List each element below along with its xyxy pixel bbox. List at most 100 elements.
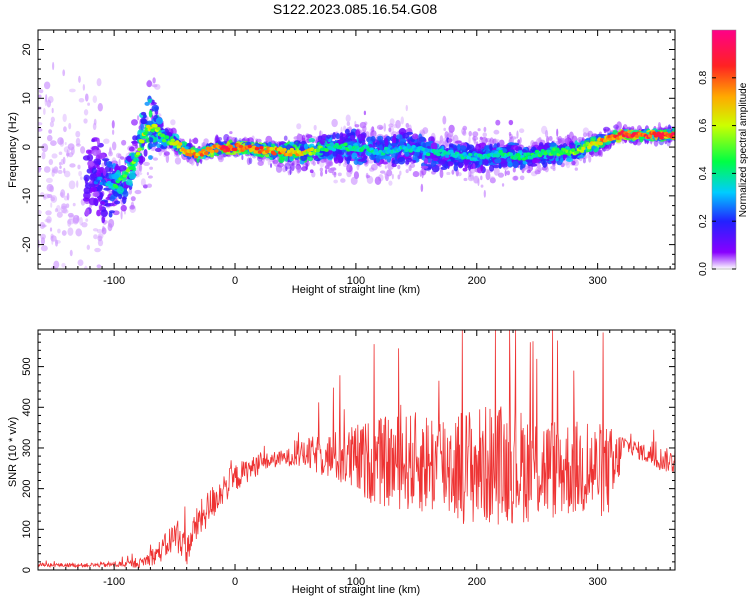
spectrogram-cell bbox=[383, 122, 387, 132]
spectrogram-cell bbox=[546, 135, 550, 145]
spectrogram-cell bbox=[319, 159, 325, 168]
spectrogram-cell bbox=[277, 162, 285, 168]
spectrogram-cell bbox=[472, 135, 476, 142]
spectrogram-cell bbox=[84, 93, 89, 102]
spectrogram-cell bbox=[396, 134, 403, 140]
spectrogram-cell bbox=[217, 155, 224, 163]
snr-x-tick-label: -100 bbox=[103, 576, 125, 588]
spectrogram-cell bbox=[56, 211, 63, 218]
spectrogram-cell bbox=[174, 152, 180, 158]
spectrogram-cell bbox=[92, 191, 100, 198]
spectrogram-cell bbox=[97, 184, 103, 192]
snr-x-tick-label: 300 bbox=[588, 576, 606, 588]
spectrogram-cell bbox=[463, 177, 468, 182]
spectrogram-cell bbox=[203, 138, 209, 145]
colorbar-tick-label: 0.4 bbox=[698, 166, 709, 180]
spectrogram-cell bbox=[451, 169, 455, 175]
spectrogram-cell bbox=[506, 170, 510, 176]
spectrogram-cell bbox=[59, 165, 62, 169]
spectrogram-cell bbox=[108, 211, 113, 218]
spectrogram-cell bbox=[174, 157, 182, 165]
spectrogram-cell bbox=[376, 124, 384, 130]
spectrogram-cell bbox=[67, 227, 74, 236]
spectrogram-cell bbox=[397, 156, 406, 165]
spectrogram-cell bbox=[130, 152, 135, 160]
spectrogram-ridge-cell bbox=[444, 154, 450, 158]
spectrogram-ridge-cell bbox=[324, 148, 329, 152]
spectrogram-x-label: Height of straight line (km) bbox=[292, 284, 420, 296]
spectrogram-cell bbox=[79, 217, 83, 226]
spectrogram-cell bbox=[442, 115, 447, 125]
spectrogram-cell bbox=[565, 158, 574, 162]
spectrogram-cell bbox=[146, 183, 153, 188]
spectrogram-cell bbox=[109, 196, 115, 202]
spectrogram-cell bbox=[50, 196, 56, 202]
spectrogram-cell bbox=[280, 156, 285, 161]
spectrogram-cell bbox=[54, 239, 61, 244]
spectrogram-cell bbox=[363, 110, 367, 116]
spectrogram-cell bbox=[305, 162, 309, 171]
spectrogram-cell bbox=[507, 161, 513, 168]
spectrogram-ridge-cell bbox=[143, 131, 148, 136]
spectrogram-cell bbox=[96, 209, 102, 217]
spectrogram-ridge-cell bbox=[546, 149, 551, 154]
spectrogram-cell bbox=[83, 265, 88, 269]
spectrogram-cell bbox=[400, 116, 404, 125]
spectrogram-cell bbox=[571, 160, 576, 166]
spectrogram-cell bbox=[582, 132, 587, 138]
spectrogram-ridge-cell bbox=[407, 145, 412, 149]
spectrogram-cell bbox=[63, 195, 69, 201]
spectrogram-cell bbox=[388, 127, 392, 133]
spectrogram-cell bbox=[331, 118, 338, 128]
spectrogram-cell bbox=[115, 152, 122, 159]
colorbar-frame bbox=[711, 29, 737, 270]
snr-y-tick-label: 100 bbox=[21, 520, 33, 538]
spectrogram-cell bbox=[51, 107, 54, 114]
spectrogram-cell bbox=[130, 196, 136, 202]
spectrogram-ridge-cell bbox=[508, 152, 514, 156]
spectrogram-cell bbox=[61, 203, 67, 210]
spectrogram-cell bbox=[395, 119, 401, 129]
spectrogram-cell bbox=[392, 133, 397, 138]
spectrogram-cell bbox=[46, 215, 52, 224]
spectrogram-cell bbox=[147, 175, 153, 179]
spectrogram-cell bbox=[536, 146, 545, 150]
spectrogram-cell bbox=[530, 146, 537, 153]
spectrogram-x-tick-label: 200 bbox=[468, 275, 486, 287]
spectrogram-cell bbox=[131, 140, 138, 144]
spectrogram-cell bbox=[118, 158, 121, 168]
spectrogram-x-tick-label: -100 bbox=[103, 275, 125, 287]
spectrogram-cell bbox=[330, 167, 337, 171]
spectrogram-cell bbox=[122, 196, 127, 200]
spectrogram-cell bbox=[47, 95, 54, 103]
spectrogram-cell bbox=[152, 77, 156, 84]
spectrogram-cell bbox=[145, 120, 154, 126]
spectrogram-cell bbox=[97, 235, 103, 242]
spectrogram-cell bbox=[485, 171, 491, 181]
spectrogram-cell bbox=[289, 141, 295, 146]
spectrogram-cell bbox=[142, 114, 147, 119]
spectrogram-cell bbox=[484, 138, 492, 143]
spectrogram-cell bbox=[50, 235, 57, 242]
snr-y-tick-label: 300 bbox=[21, 439, 33, 457]
spectrogram-cell bbox=[165, 154, 170, 163]
spectrogram-cell bbox=[391, 163, 397, 168]
spectrogram-cell bbox=[100, 201, 105, 205]
spectrogram-cell bbox=[57, 137, 64, 145]
spectrogram-cell bbox=[413, 151, 420, 157]
spectrogram-cell bbox=[129, 205, 136, 210]
spectrogram-cell bbox=[537, 168, 542, 172]
spectrogram-cell bbox=[440, 166, 448, 171]
spectrogram-cell bbox=[603, 128, 607, 134]
spectrogram-cell bbox=[49, 121, 55, 128]
spectrogram-cell bbox=[344, 138, 353, 142]
spectrogram-cell bbox=[69, 163, 76, 168]
snr-plot: -100 0 100 200 300 0 100 200 300 400 500 Height of… bbox=[7, 329, 676, 596]
figure-title: S122.2023.085.16.54.G08 bbox=[273, 1, 437, 17]
spectrogram-cell bbox=[346, 121, 351, 127]
spectrogram-ridge-cell bbox=[334, 142, 339, 147]
spectrogram-cell bbox=[96, 137, 100, 146]
spectrogram-cell bbox=[397, 164, 401, 170]
spectrogram-ridge-cell bbox=[566, 152, 572, 156]
